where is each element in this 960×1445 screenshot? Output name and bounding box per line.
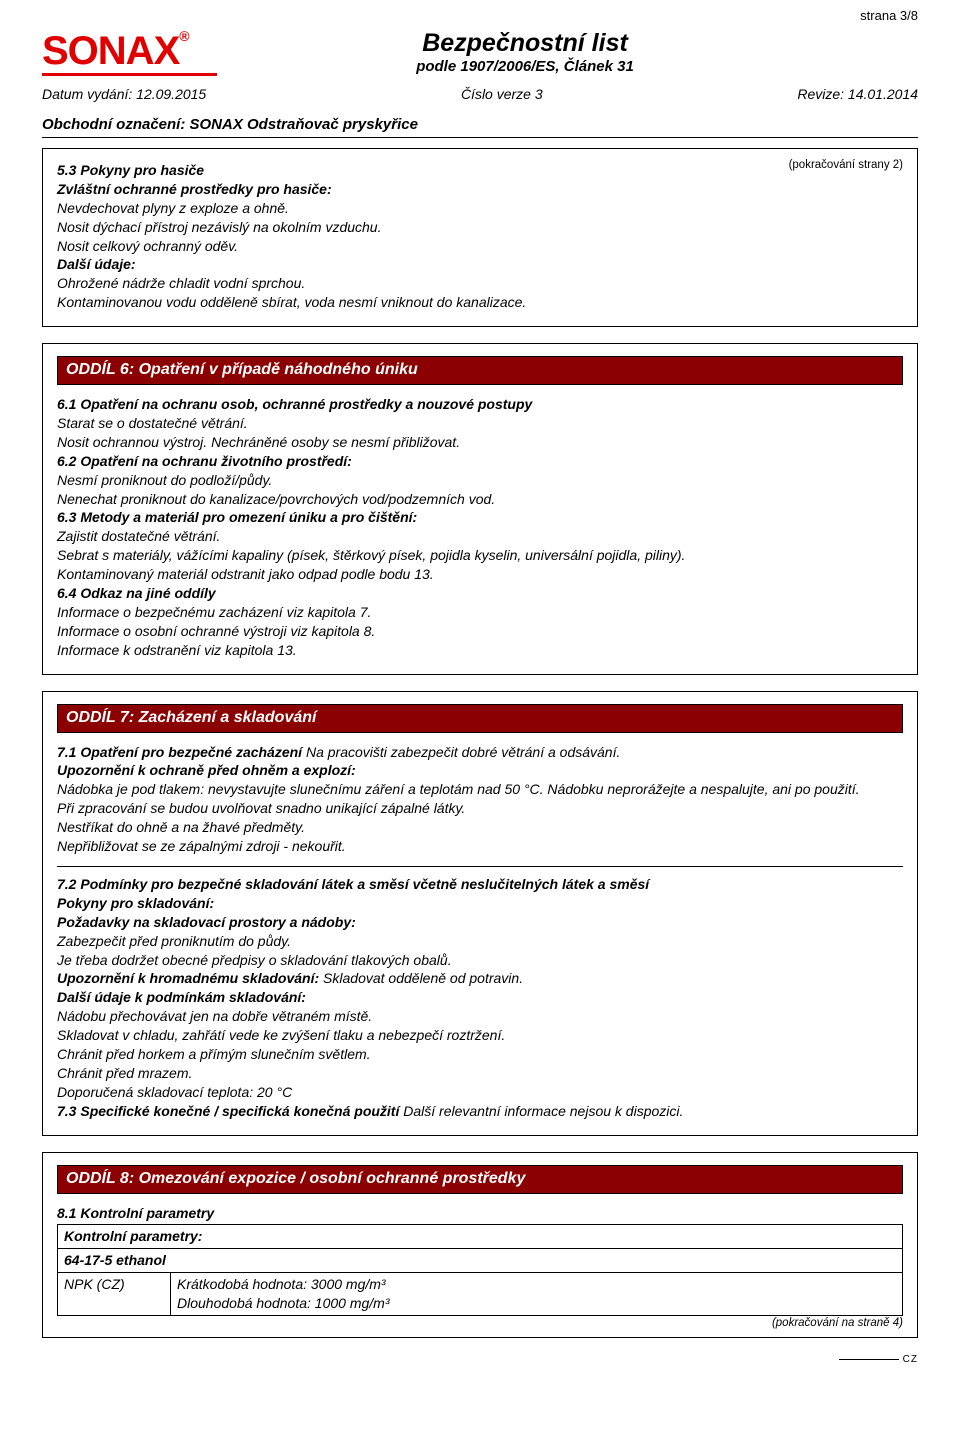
table-substance-cell: 64-17-5 ethanol [58, 1249, 903, 1273]
text-line: Nádobu přechovávat jen na dobře větraném… [57, 1007, 903, 1026]
text-line: Chránit před horkem a přímým slunečním s… [57, 1045, 903, 1064]
country-code: CZ [42, 1354, 918, 1365]
date-issue: Datum vydání: 12.09.2015 [42, 86, 206, 102]
label-further-info: Další údaje: [57, 255, 903, 274]
section-7-3-heading: 7.3 Specifické konečné / specifická kone… [57, 1103, 399, 1119]
text-line: Chránit před mrazem. [57, 1064, 903, 1083]
text-line: Nosit celkový ochranný oděv. [57, 237, 903, 256]
text-line: Informace o osobní ochranné výstroji viz… [57, 622, 903, 641]
section-7-3-line: 7.3 Specifické konečné / specifická kone… [57, 1102, 903, 1121]
header-center: Bezpečnostní list podle 1907/2006/ES, Čl… [252, 25, 798, 75]
meta-row: Datum vydání: 12.09.2015 Číslo verze 3 R… [42, 86, 918, 102]
page-number: strana 3/8 [42, 8, 918, 23]
mass-storage-text: Skladovat odděleně od potravin. [319, 970, 523, 986]
section-7-1-text: Na pracovišti zabezpečit dobré větrání a… [302, 744, 620, 760]
document-title: Bezpečnostní list [252, 29, 798, 58]
section-6-2-heading: 6.2 Opatření na ochranu životního prostř… [57, 452, 903, 471]
text-line: Informace o bezpečnému zacházení viz kap… [57, 603, 903, 622]
label-fire-explosion: Upozornění k ochraně před ohněm a exploz… [57, 761, 903, 780]
label-storage-requirements: Požadavky na skladovací prostory a nádob… [57, 913, 903, 932]
section-7-title-bar: ODDÍL 7: Zacházení a skladování [57, 704, 903, 733]
control-parameters-table: Kontrolní parametry: 64-17-5 ethanol NPK… [57, 1224, 903, 1316]
section-5-box: (pokračování strany 2) 5.3 Pokyny pro ha… [42, 148, 918, 327]
section-6-3-heading: 6.3 Metody a materiál pro omezení úniku … [57, 508, 903, 527]
short-term-value: Krátkodobá hodnota: 3000 mg/m³ [177, 1276, 386, 1292]
section-7-body: 7.1 Opatření pro bezpečné zacházení Na p… [57, 743, 903, 1121]
text-line: Zajistit dostatečné větrání. [57, 527, 903, 546]
text-line: Sebrat s materiály, vážícími kapaliny (p… [57, 546, 903, 565]
text-line: Nádobka je pod tlakem: nevystavujte slun… [57, 780, 903, 799]
product-name-line: Obchodní označení: SONAX Odstraňovač pry… [42, 116, 918, 133]
mass-storage-line: Upozornění k hromadnému skladování: Skla… [57, 969, 903, 988]
text-line: Zabezpečit před proniknutím do půdy. [57, 932, 903, 951]
table-cell-npk: NPK (CZ) [58, 1273, 171, 1316]
section-6-title-bar: ODDÍL 6: Opatření v případě náhodného ún… [57, 356, 903, 385]
text-line: Nepřibližovat se ze zápalnými zdroji - n… [57, 837, 903, 856]
section-8-title-bar: ODDÍL 8: Omezování expozice / osobní och… [57, 1165, 903, 1194]
text-line: Doporučená skladovací teplota: 20 °C [57, 1083, 903, 1102]
section-8-box: ODDÍL 8: Omezování expozice / osobní och… [42, 1152, 918, 1339]
text-line: Je třeba dodržet obecné předpisy o sklad… [57, 951, 903, 970]
table-row: Kontrolní parametry: [58, 1225, 903, 1249]
text-line: Nevdechovat plyny z exploze a ohně. [57, 199, 903, 218]
section-5-body: 5.3 Pokyny pro hasiče Zvláštní ochranné … [57, 161, 903, 312]
continuation-from-prev: (pokračování strany 2) [789, 159, 903, 171]
logo-registered-icon: ® [179, 28, 188, 44]
section-7-3-text: Další relevantní informace nejsou k disp… [399, 1103, 683, 1119]
text-line: Skladovat v chladu, zahřátí vede ke zvýš… [57, 1026, 903, 1045]
table-cell-values: Krátkodobá hodnota: 3000 mg/m³ Dlouhodob… [171, 1273, 903, 1316]
text-line: Starat se o dostatečné větrání. [57, 414, 903, 433]
section-8-1-heading: 8.1 Kontrolní parametry [57, 1204, 903, 1223]
section-6-1-heading: 6.1 Opatření na ochranu osob, ochranné p… [57, 395, 903, 414]
text-line: Nosit ochrannou výstroj. Nechráněné osob… [57, 433, 903, 452]
text-line: Kontaminovanou vodu odděleně sbírat, vod… [57, 293, 903, 312]
continuation-to-next: (pokračování na straně 4) [57, 1316, 903, 1332]
text-line: Při zpracování se budou uvolňovat snadno… [57, 799, 903, 818]
page-container: strana 3/8 SONAX® Bezpečnostní list podl… [0, 0, 960, 1395]
inner-separator [57, 866, 903, 867]
section-6-box: ODDÍL 6: Opatření v případě náhodného ún… [42, 343, 918, 674]
version-number: Číslo verze 3 [461, 86, 543, 102]
long-term-value: Dlouhodobá hodnota: 1000 mg/m³ [177, 1295, 389, 1311]
label-mass-storage: Upozornění k hromadnému skladování: [57, 970, 319, 986]
text-line: Informace k odstranění viz kapitola 13. [57, 641, 903, 660]
text-line: Ohrožené nádrže chladit vodní sprchou. [57, 274, 903, 293]
text-line: Kontaminovaný materiál odstranit jako od… [57, 565, 903, 584]
document-subtitle: podle 1907/2006/ES, Článek 31 [252, 58, 798, 75]
table-header-cell: Kontrolní parametry: [58, 1225, 903, 1249]
brand-logo: SONAX® [42, 25, 252, 76]
header-row: SONAX® Bezpečnostní list podle 1907/2006… [42, 25, 918, 76]
section-7-1-heading: 7.1 Opatření pro bezpečné zacházení [57, 744, 302, 760]
section-7-1-line: 7.1 Opatření pro bezpečné zacházení Na p… [57, 743, 903, 762]
logo-text: SONAX [42, 29, 179, 73]
label-protective-equipment: Zvláštní ochranné prostředky pro hasiče: [57, 180, 903, 199]
text-line: Nestříkat do ohně a na žhavé předměty. [57, 818, 903, 837]
label-storage-conditions: Další údaje k podmínkám skladování: [57, 988, 903, 1007]
section-7-2-heading: 7.2 Podmínky pro bezpečné skladování lát… [57, 875, 903, 894]
text-line: Nenechat proniknout do kanalizace/povrch… [57, 490, 903, 509]
section-5-3-heading: 5.3 Pokyny pro hasiče [57, 161, 903, 180]
table-row: 64-17-5 ethanol [58, 1249, 903, 1273]
logo-underline [42, 73, 217, 76]
text-line: Nesmí proniknout do podloží/půdy. [57, 471, 903, 490]
text-line: Nosit dýchací přístroj nezávislý na okol… [57, 218, 903, 237]
section-6-body: 6.1 Opatření na ochranu osob, ochranné p… [57, 395, 903, 659]
separator-line [42, 137, 918, 138]
section-6-4-heading: 6.4 Odkaz na jiné oddíly [57, 584, 903, 603]
table-row: NPK (CZ) Krátkodobá hodnota: 3000 mg/m³ … [58, 1273, 903, 1316]
section-7-box: ODDÍL 7: Zacházení a skladování 7.1 Opat… [42, 691, 918, 1136]
section-8-body: 8.1 Kontrolní parametry Kontrolní parame… [57, 1204, 903, 1332]
revision-date: Revize: 14.01.2014 [797, 86, 918, 102]
label-storage-instructions: Pokyny pro skladování: [57, 894, 903, 913]
